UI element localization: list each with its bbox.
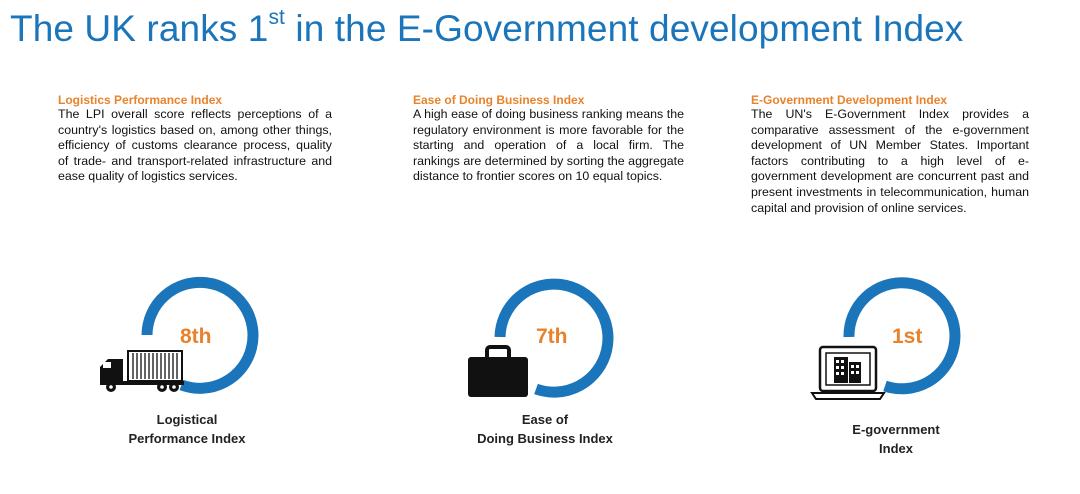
doing-business-caption-line2: Doing Business Index <box>477 431 613 446</box>
doing-business-caption: Ease of Doing Business Index <box>445 410 645 448</box>
egov-caption: E-government Index <box>796 420 996 458</box>
rank-arc <box>843 277 961 395</box>
doing-business-rank: 7th <box>536 325 568 348</box>
lpi-body: The LPI overall score reflects perceptio… <box>58 107 332 184</box>
egov-heading: E-Government Development Index <box>751 93 948 107</box>
lpi-rank: 8th <box>180 325 212 348</box>
lpi-caption-line1: Logistical <box>156 412 218 427</box>
title-prefix: The UK ranks 1 <box>10 8 269 49</box>
laptop-icon <box>810 345 886 400</box>
doing-business-rank-graphic <box>468 278 614 398</box>
egov-caption-line2: Index <box>879 441 913 456</box>
doing-business-heading: Ease of Doing Business Index <box>413 93 585 107</box>
egov-caption-line1: E-government <box>852 422 940 437</box>
rank-arc <box>494 278 614 398</box>
doing-business-description: Ease of Doing Business Index A high ease… <box>413 93 684 185</box>
rank-arc <box>141 276 259 394</box>
truck-icon <box>100 350 184 392</box>
lpi-caption: Logistical Performance Index <box>87 410 287 448</box>
egov-rank: 1st <box>892 325 923 348</box>
title-suffix: in the E-Government development Index <box>285 8 964 49</box>
lpi-rank-graphic <box>100 276 259 394</box>
lpi-description: Logistics Performance Index The LPI over… <box>58 93 332 185</box>
briefcase-icon <box>468 345 528 397</box>
doing-business-body: A high ease of doing business ranking me… <box>413 107 684 184</box>
page-title: The UK ranks 1st in the E-Government dev… <box>10 6 963 50</box>
lpi-caption-line2: Performance Index <box>128 431 246 446</box>
egov-body: The UN's E-Government Index provides a c… <box>751 107 1029 215</box>
egov-description: E-Government Development Index The UN's … <box>751 93 1029 216</box>
lpi-heading: Logistics Performance Index <box>58 93 223 107</box>
doing-business-caption-line1: Ease of <box>521 412 569 427</box>
title-superscript: st <box>268 6 285 29</box>
egov-rank-graphic <box>810 277 961 400</box>
